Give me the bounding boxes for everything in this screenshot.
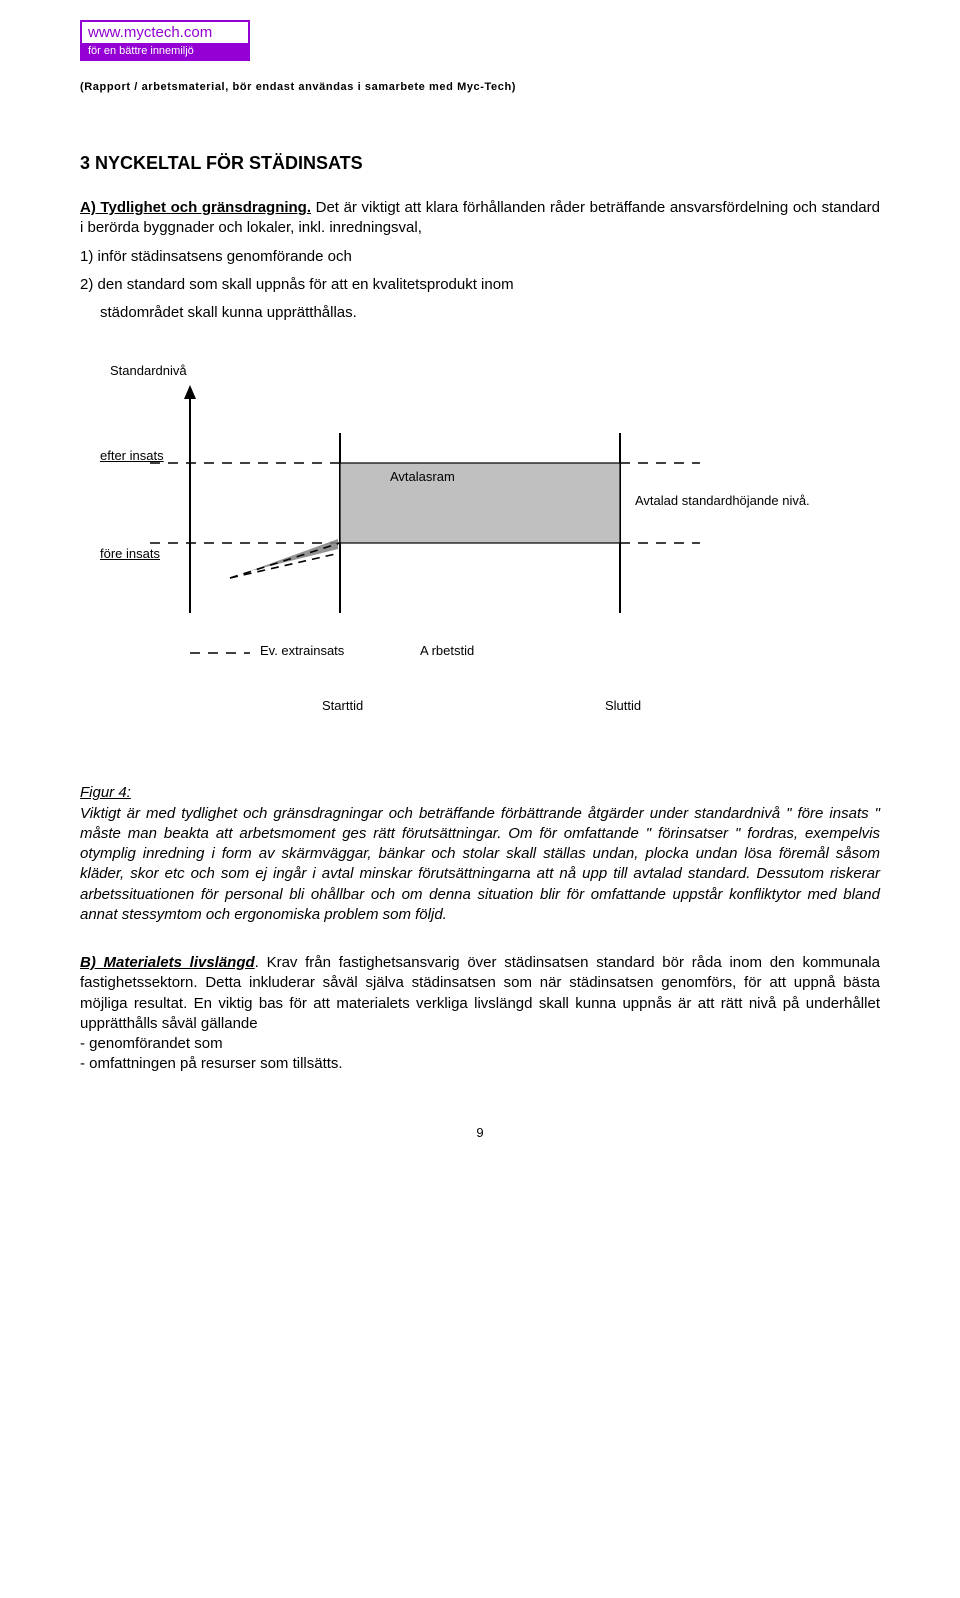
diag-starttid: Starttid	[322, 698, 363, 713]
diag-fore: före insats	[100, 546, 160, 561]
diag-box-label: Avtalasram	[390, 469, 455, 484]
logo-url: www.myctech.com	[82, 22, 248, 43]
section-title: 3 NYCKELTAL FÖR STÄDINSATS	[80, 153, 880, 174]
section-b-para: B) Materialets livslängd. Krav från fast…	[80, 953, 880, 1034]
logo-box: www.myctech.com för en bättre innemiljö	[80, 20, 250, 61]
section-b-lead: B) Materialets livslängd	[80, 954, 255, 971]
diag-sluttid: Sluttid	[605, 698, 641, 713]
section-a-lead: A) Tydlighet och gränsdragning.	[80, 199, 311, 216]
logo-tagline: för en bättre innemiljö	[82, 43, 248, 59]
diagram: Standardnivå efter insats före insats Av…	[80, 353, 880, 773]
figure4-label: Figur 4:	[80, 783, 880, 803]
section-a-line2: 2) den standard som skall uppnås för att…	[80, 275, 880, 295]
diag-y-label: Standardnivå	[110, 363, 187, 378]
page-number: 9	[80, 1125, 880, 1140]
diag-efter: efter insats	[100, 448, 164, 463]
diagram-svg	[80, 353, 880, 773]
section-a-line2-indent: städområdet skall kunna upprätthållas.	[100, 303, 880, 323]
section-b-bullet2: - omfattningen på resurser som tillsätts…	[80, 1054, 880, 1074]
figure4-caption: Figur 4: Viktigt är med tydlighet och gr…	[80, 783, 880, 925]
diag-right-label: Avtalad standardhöjande nivå.	[635, 493, 810, 508]
section-a-para: A) Tydlighet och gränsdragning. Det är v…	[80, 198, 880, 239]
figure4-text: Viktigt är med tydlighet och gränsdragni…	[80, 805, 880, 923]
section-a-line1: 1) inför städinsatsens genomförande och	[80, 247, 880, 267]
header-note: (Rapport / arbetsmaterial, bör endast an…	[80, 81, 880, 93]
diag-arbetstid: A rbetstid	[420, 643, 474, 658]
diag-ev-label: Ev. extrainsats	[260, 643, 344, 658]
section-b-bullet1: - genomförandet som	[80, 1034, 880, 1054]
